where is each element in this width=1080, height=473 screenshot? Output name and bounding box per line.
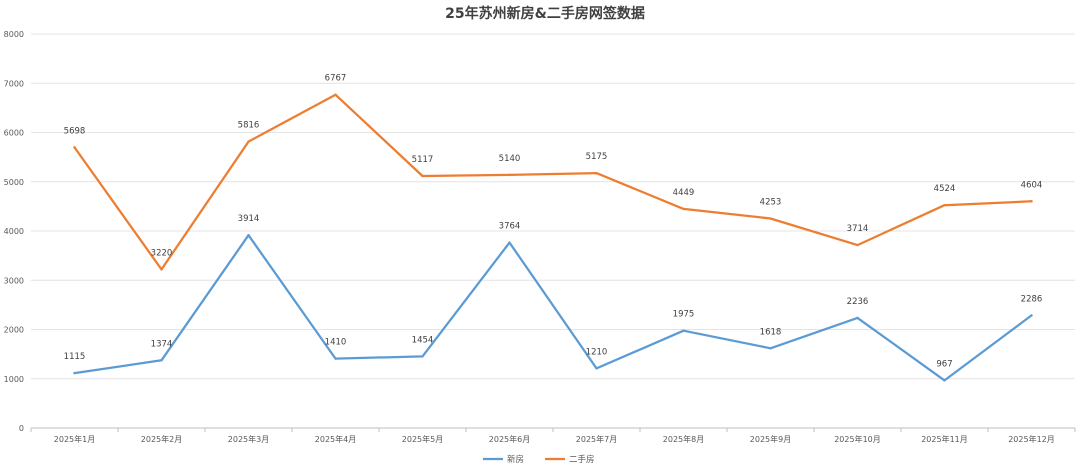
data-label: 1618 [760, 327, 782, 337]
data-label: 4524 [934, 184, 956, 194]
data-label: 4604 [1021, 180, 1043, 190]
x-tick-label: 2025年2月 [141, 434, 182, 444]
data-label: 5816 [238, 121, 260, 131]
gridlines [31, 33, 1075, 380]
data-label: 1410 [325, 338, 347, 348]
data-point [682, 207, 685, 211]
x-tick-label: 2025年3月 [228, 434, 269, 444]
x-tick-label: 2025年1月 [54, 434, 95, 444]
data-label: 6767 [325, 74, 347, 84]
data-point [595, 367, 598, 370]
data-point [508, 173, 511, 177]
data-point [943, 203, 946, 207]
data-point [73, 371, 76, 375]
chart-title: 25年苏州新房&二手房网签数据 [445, 5, 645, 22]
data-point [856, 316, 859, 320]
y-tick-label: 2000 [4, 326, 24, 335]
x-tick-label: 2025年5月 [402, 434, 443, 444]
y-tick-label: 4000 [4, 227, 24, 236]
data-label: 4253 [760, 198, 782, 208]
series-line [73, 93, 1033, 271]
x-tick-label: 2025年6月 [489, 434, 530, 444]
data-point [1030, 200, 1033, 203]
series-line [73, 234, 1033, 382]
y-tick-label: 0 [19, 424, 24, 433]
data-label: 4449 [673, 188, 695, 198]
x-tick-label: 2025年10月 [834, 434, 881, 444]
data-point [421, 355, 424, 358]
y-tick-label: 5000 [4, 178, 24, 187]
data-point [160, 268, 163, 271]
legend-label: 二手房 [569, 454, 595, 465]
data-label: 3914 [238, 214, 260, 224]
data-label: 1454 [412, 335, 434, 345]
x-tick-label: 2025年8月 [663, 434, 704, 444]
y-tick-label: 8000 [4, 30, 24, 39]
data-label: 3220 [151, 248, 173, 258]
data-point [421, 174, 424, 178]
data-label: 1115 [64, 352, 86, 362]
data-point [856, 243, 859, 247]
data-label: 5175 [586, 152, 608, 162]
data-labels: 1115 1374 3914 1410 1454 3764 1210 1975 1618 2236… [64, 74, 1043, 370]
data-label: 1374 [151, 339, 173, 349]
data-label: 5117 [412, 155, 434, 165]
data-label: 1975 [673, 310, 695, 320]
x-tick-label: 2025年7月 [576, 434, 617, 444]
legend: 新房 二手房 [483, 454, 595, 465]
data-label: 2236 [847, 297, 869, 307]
x-tick-label: 2025年9月 [750, 434, 791, 444]
x-tick-label: 2025年4月 [315, 434, 356, 444]
y-tick-label: 1000 [4, 375, 24, 384]
y-tick-label: 6000 [4, 129, 24, 138]
x-tick-label: 2025年11月 [921, 434, 968, 444]
data-label: 3764 [499, 222, 521, 232]
legend-label: 新房 [507, 454, 524, 465]
data-point [769, 217, 772, 220]
data-point [247, 234, 250, 237]
x-tick-label: 2025年12月 [1008, 434, 1055, 444]
axes: 0 1000 2000 3000 4000 5000 6000 7000 8000 2025年1月… [4, 30, 1076, 444]
series-lines [73, 93, 1033, 382]
data-label: 5698 [64, 126, 86, 136]
data-point [595, 171, 598, 175]
data-label: 1210 [586, 347, 608, 357]
data-label: 3714 [847, 224, 869, 234]
y-tick-label: 7000 [4, 79, 24, 88]
data-point [1030, 314, 1033, 317]
data-label: 967 [936, 359, 952, 369]
y-tick-label: 3000 [4, 276, 24, 285]
data-point [943, 379, 946, 382]
data-point [73, 146, 76, 149]
data-point [247, 140, 250, 143]
data-point [682, 329, 685, 332]
data-point [160, 359, 163, 362]
data-label: 2286 [1021, 294, 1043, 304]
data-label: 5140 [499, 154, 521, 164]
data-point [334, 93, 337, 96]
data-point [508, 241, 511, 244]
data-point [769, 347, 772, 350]
data-point [334, 357, 337, 360]
